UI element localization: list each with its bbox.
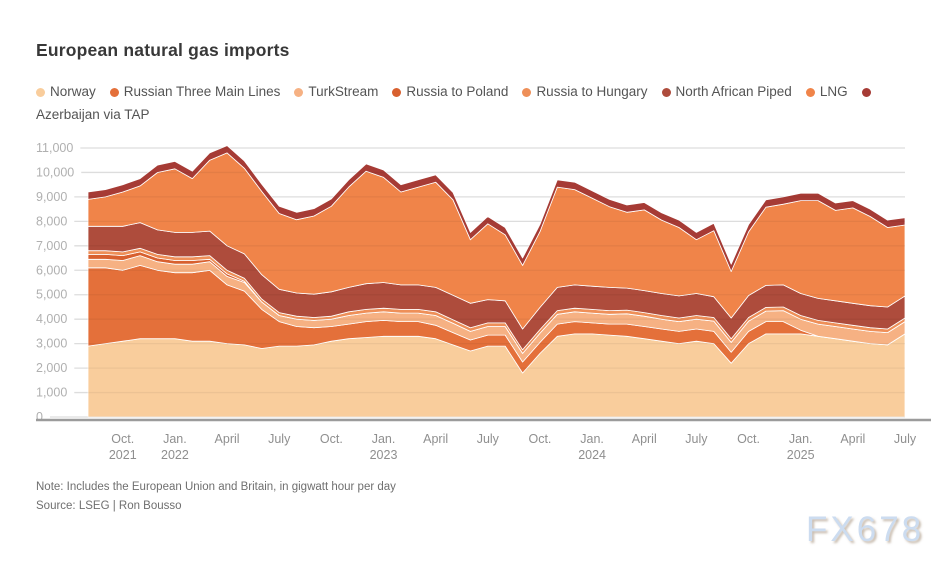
x-tick-year: 2021 xyxy=(109,448,137,462)
x-tick-month: Oct. xyxy=(737,432,760,446)
legend-item-russia-to-poland: Russia to Poland xyxy=(392,84,508,99)
y-tick-label: 8,000 xyxy=(36,214,67,228)
legend-label: Norway xyxy=(50,84,96,99)
y-tick-label: 11,000 xyxy=(36,141,73,155)
legend-label: TurkStream xyxy=(308,84,379,99)
x-tick-month: Oct. xyxy=(528,432,551,446)
legend-dot-icon-russia-to-poland xyxy=(392,88,402,97)
legend-label: LNG xyxy=(819,84,848,99)
page-title: European natural gas imports xyxy=(36,40,290,60)
x-tick-month: July xyxy=(268,432,291,446)
chart-note: Note: Includes the European Union and Br… xyxy=(36,481,396,493)
legend-item-lng: LNG xyxy=(805,84,848,99)
legend-label: Russia to Poland xyxy=(406,84,509,99)
legend-dot-icon-azerbaijan-via-tap xyxy=(861,88,871,97)
legend-item-azerbaijan-via-tap: Azerbaijan via TAP xyxy=(36,84,876,122)
y-tick-label: 7,000 xyxy=(36,239,67,253)
y-tick-label: 6,000 xyxy=(36,263,67,277)
legend-dot-icon-lng xyxy=(805,88,815,97)
x-tick-month: Jan. xyxy=(789,432,813,446)
x-tick-year: 2023 xyxy=(370,448,398,462)
x-tick-month: Jan. xyxy=(580,432,604,446)
x-tick-month: April xyxy=(840,432,865,446)
gridlines-overlay xyxy=(49,147,905,418)
x-tick-month: Oct. xyxy=(111,432,134,446)
legend-dot-icon-russia-to-hungary xyxy=(522,88,532,97)
legend-dot-icon-turkstream xyxy=(294,88,304,97)
y-tick-label: 9,000 xyxy=(36,190,67,204)
legend-dot-icon-norway xyxy=(36,88,45,97)
y-tick-label: 3,000 xyxy=(36,337,67,351)
legend-label: Russian Three Main Lines xyxy=(123,84,281,99)
legend-item-turkstream: TurkStream xyxy=(294,84,378,99)
x-tick-month: April xyxy=(632,432,657,446)
y-tick-label: 2,000 xyxy=(36,361,67,375)
legend-item-norway: Norway xyxy=(36,84,96,99)
legend-label: North African Piped xyxy=(675,84,792,99)
x-tick-year: 2025 xyxy=(787,448,815,462)
legend-item-north-african-piped: North African Piped xyxy=(661,84,792,99)
y-axis-labels: 0 1,000 2,000 3,000 4,000 5,000 6,000 7,000 8,00… xyxy=(36,141,74,424)
x-tick-month: April xyxy=(215,432,240,446)
area-series-group xyxy=(87,145,906,418)
x-tick-month: July xyxy=(477,432,500,446)
x-tick-month: Oct. xyxy=(320,432,343,446)
y-tick-label: 1,000 xyxy=(36,386,67,400)
legend-item-russian-three-main-lines: Russian Three Main Lines xyxy=(109,84,281,99)
x-tick-year: 2022 xyxy=(161,448,189,462)
x-tick-year: 2024 xyxy=(578,448,606,462)
legend-dot-icon-north-african-piped xyxy=(661,88,671,97)
legend-item-russia-to-hungary: Russia to Hungary xyxy=(522,84,648,99)
x-tick-month: July xyxy=(894,432,917,446)
x-axis-labels: Oct. 2021 Jan. 2022 April July Oct. Jan. 2023 Apr… xyxy=(109,432,917,462)
area-azerbaijan-via-tap xyxy=(87,145,906,272)
x-tick-month: Jan. xyxy=(372,432,396,446)
x-tick-month: July xyxy=(685,432,708,446)
y-tick-label: 5,000 xyxy=(36,288,67,302)
chart-source: Source: LSEG | Ron Bousso xyxy=(36,500,182,512)
y-tick-label: 4,000 xyxy=(36,312,67,326)
legend-label: Russia to Hungary xyxy=(536,84,648,99)
legend-label: Azerbaijan via TAP xyxy=(36,107,150,122)
watermark-text: FX678 xyxy=(806,510,925,549)
chart-legend: Norway Russian Three Main Lines TurkStream… xyxy=(36,80,910,126)
y-tick-label: 10,000 xyxy=(36,165,74,179)
x-tick-month: April xyxy=(423,432,448,446)
y-tick-label: 0 xyxy=(36,410,43,424)
legend-dot-icon-russian-three-main-lines xyxy=(109,88,119,97)
x-tick-month: Jan. xyxy=(163,432,187,446)
